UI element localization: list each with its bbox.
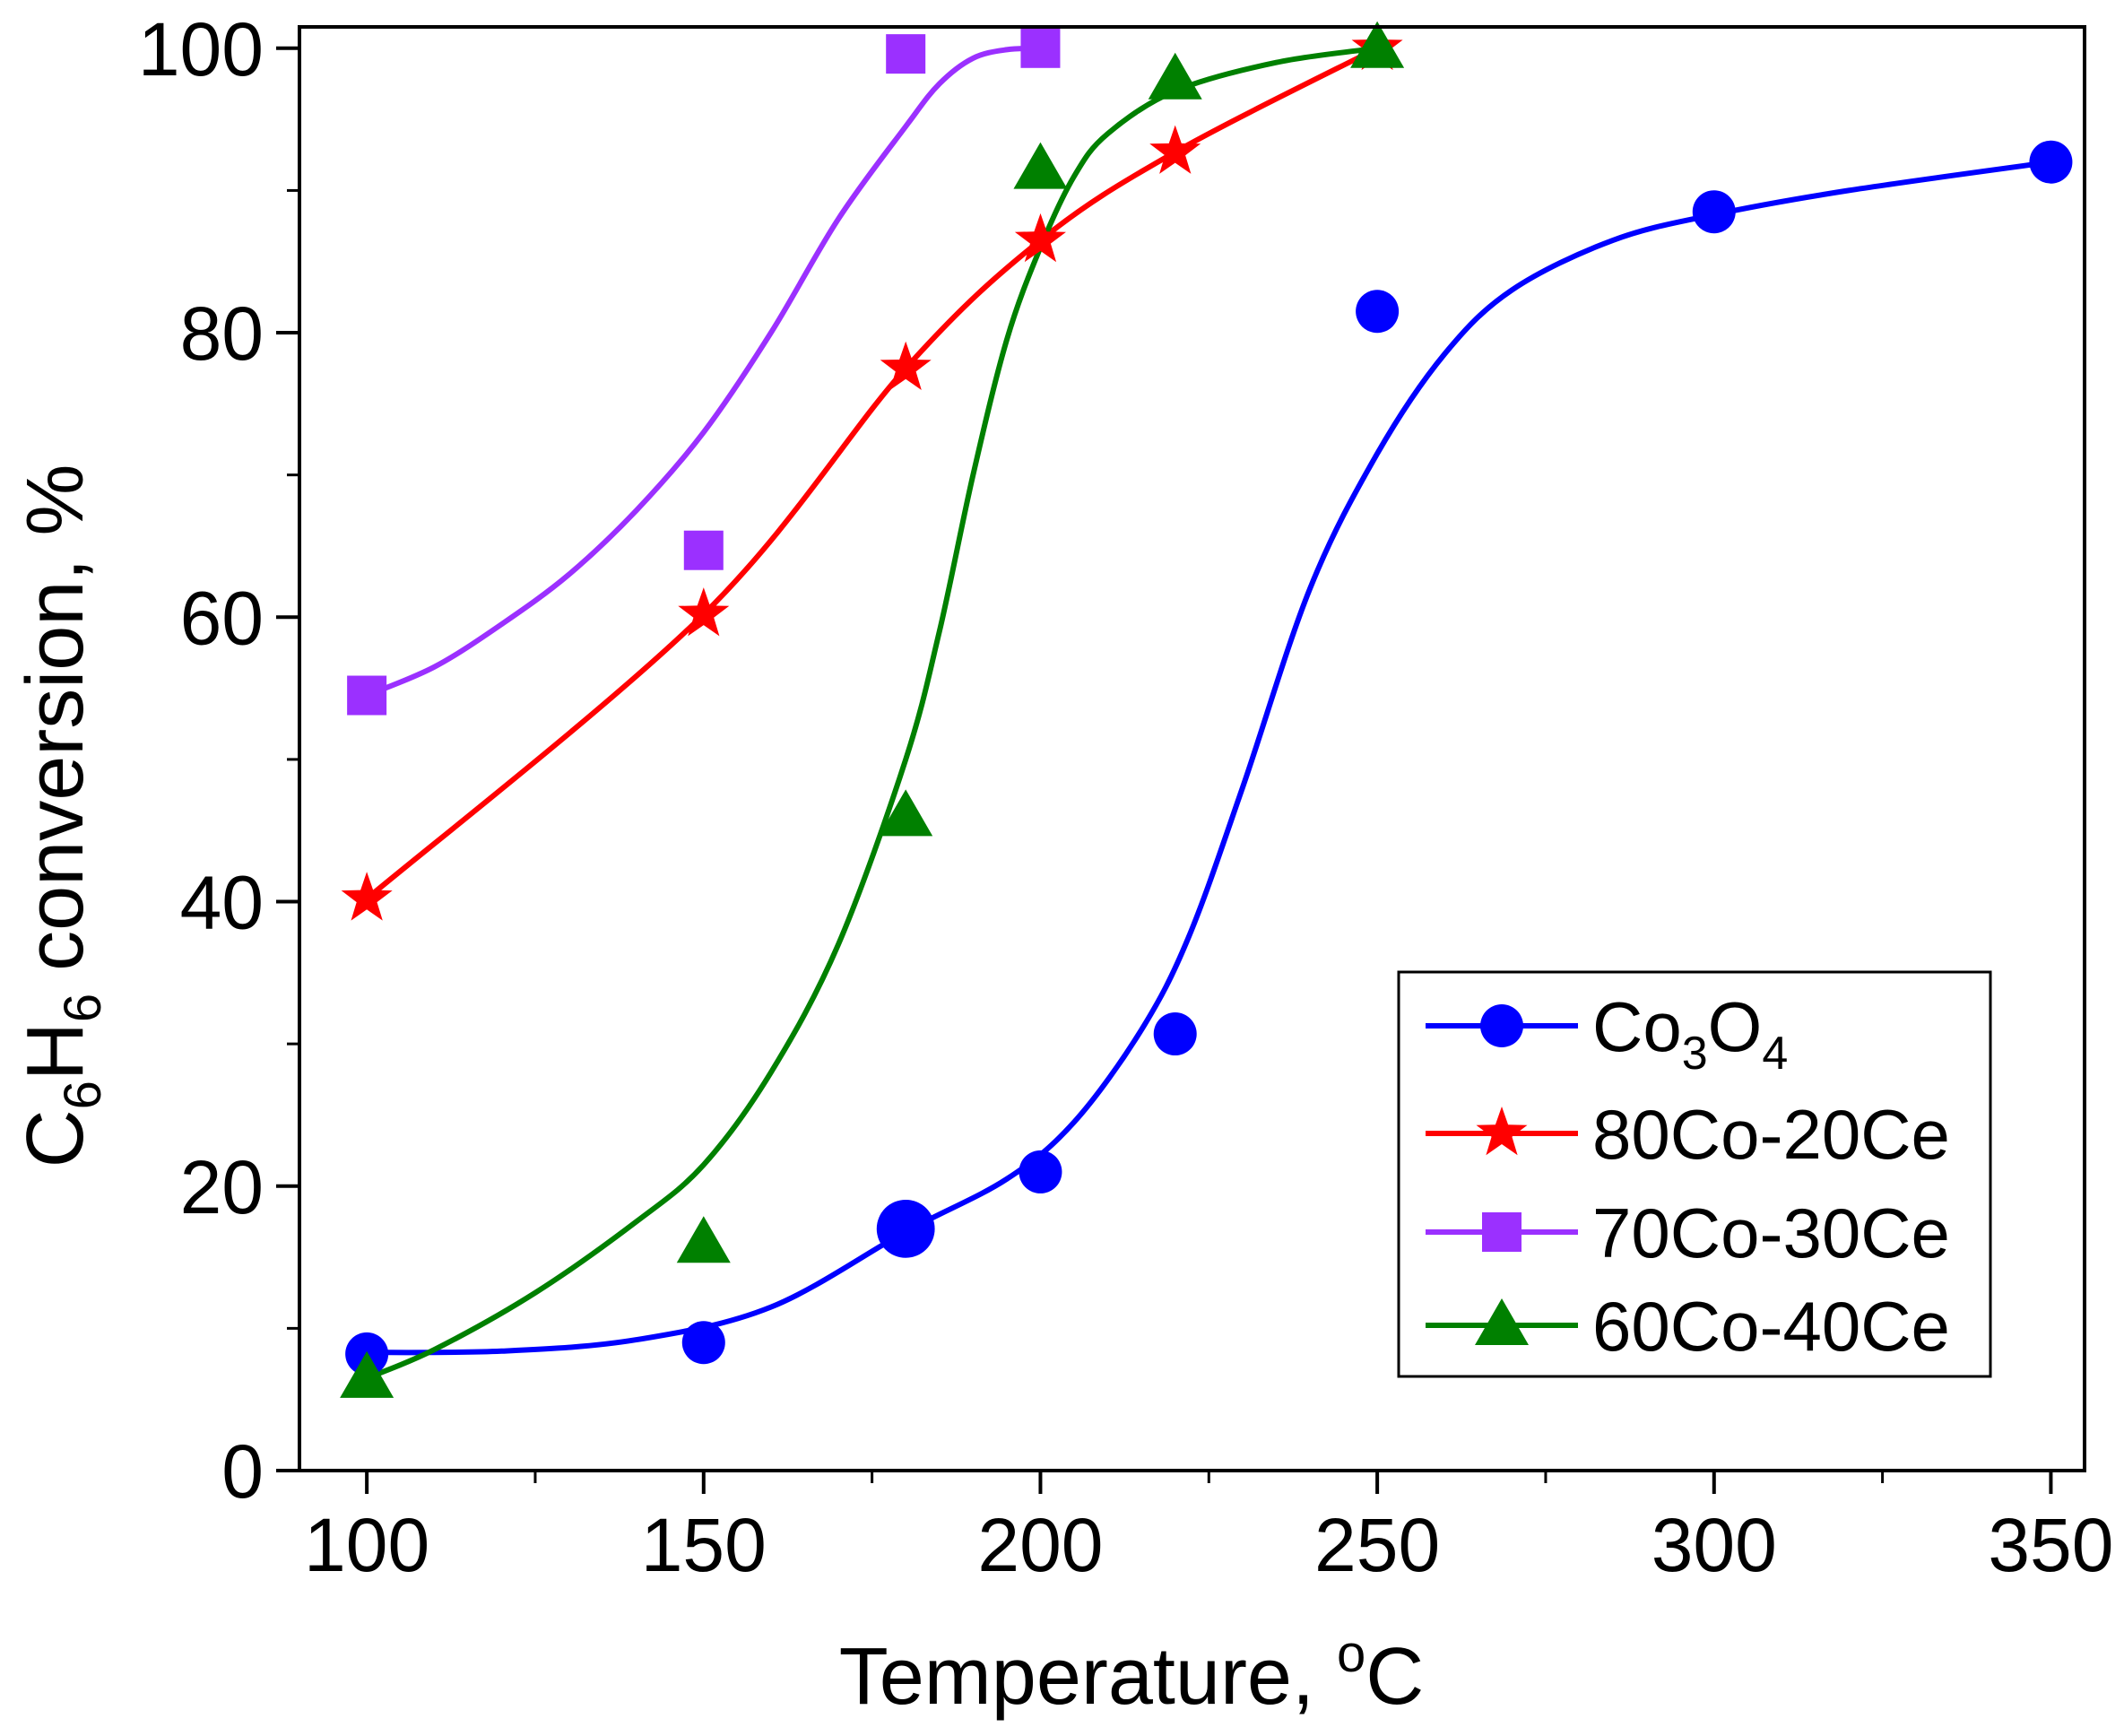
x-tick-label: 100 [304, 1503, 429, 1587]
data-point-co3o4 [2029, 140, 2073, 184]
legend-item-80co-20ce: 80Co-20Ce [1426, 1095, 1950, 1174]
legend-marker [1482, 1212, 1521, 1252]
data-point-70co-30ce [347, 675, 387, 716]
legend-label: 60Co-40Ce [1592, 1287, 1950, 1366]
data-point-70co-30ce [886, 34, 926, 74]
data-point-co3o4 [1153, 1012, 1197, 1056]
legend-item-co3o4: Co3O4 [1426, 987, 1788, 1080]
fit-line-60co-40ce [364, 45, 1381, 1381]
data-point-60co-40ce [1148, 52, 1202, 100]
y-tick-label: 100 [138, 7, 264, 91]
legend-marker [1480, 1004, 1523, 1047]
data-point-co3o4 [876, 1199, 935, 1258]
legend-marker [1475, 1298, 1529, 1345]
legend-label: 70Co-30Ce [1592, 1194, 1950, 1272]
data-point-80co-20ce [341, 872, 393, 921]
data-point-80co-20ce [1014, 213, 1066, 263]
data-point-80co-20ce [678, 587, 730, 637]
data-point-60co-40ce [1350, 21, 1405, 68]
axis-ticks [276, 46, 2053, 1494]
plot-frame [298, 25, 2086, 1472]
x-tick-label: 200 [977, 1503, 1103, 1587]
x-axis-label: Temperature, oC [839, 1625, 1425, 1722]
fit-line-80co-20ce [364, 45, 1381, 902]
y-axis-label: C6H6 conversion, % [11, 464, 112, 1168]
data-point-co3o4 [1356, 290, 1400, 334]
legend-item-60co-40ce: 60Co-40Ce [1426, 1287, 1950, 1366]
x-tick-label: 300 [1652, 1503, 1777, 1587]
legend-label: 80Co-20Ce [1592, 1095, 1950, 1174]
data-point-80co-20ce [1149, 125, 1201, 174]
fit-line-co3o4 [364, 159, 2054, 1356]
y-tick-label: 20 [180, 1145, 264, 1229]
data-point-60co-40ce [340, 1350, 394, 1398]
data-point-80co-20ce [880, 341, 932, 390]
x-tick-label: 150 [641, 1503, 767, 1587]
data-point-co3o4 [681, 1321, 725, 1365]
data-point-60co-40ce [676, 1216, 731, 1263]
y-tick-label: 80 [180, 291, 264, 376]
x-tick-label: 350 [1988, 1503, 2113, 1587]
data-point-60co-40ce [879, 789, 933, 837]
legend-label: Co3O4 [1592, 987, 1788, 1080]
y-tick-label: 60 [180, 576, 264, 660]
data-point-co3o4 [1019, 1150, 1062, 1194]
data-point-co3o4 [1692, 190, 1736, 234]
x-tick-label: 250 [1314, 1503, 1440, 1587]
data-point-70co-30ce [683, 530, 724, 570]
legend-marker [1476, 1107, 1528, 1156]
y-tick-label: 0 [221, 1429, 264, 1514]
data-point-60co-40ce [1013, 142, 1068, 189]
tick-labels: 100 150 200 250 300 350 0 20 40 60 80 100 [138, 7, 2114, 1587]
legend-item-70co-30ce: 70Co-30Ce [1426, 1194, 1950, 1272]
data-markers [340, 21, 2073, 1398]
data-point-70co-30ce [1020, 28, 1061, 68]
legend: Co3O4 80Co-20Ce 70Co-30Ce 60Co-40Ce [1397, 970, 1992, 1378]
y-tick-label: 40 [180, 861, 264, 945]
fit-line-70co-30ce [364, 45, 1044, 699]
